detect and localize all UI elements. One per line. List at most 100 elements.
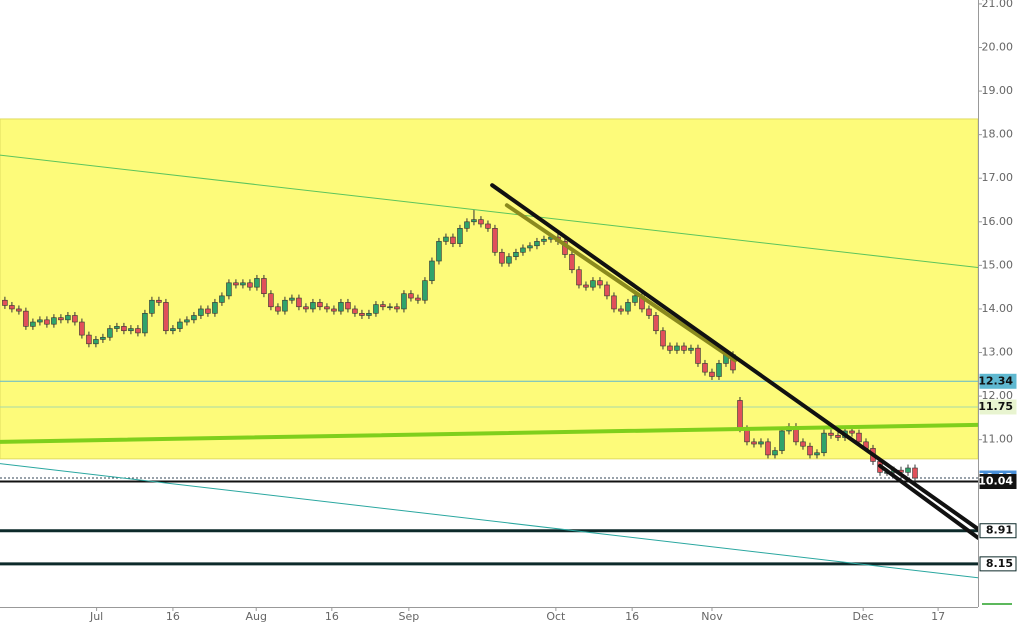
candle-body <box>702 363 708 373</box>
candle-body <box>268 293 274 308</box>
candle-body <box>800 441 806 447</box>
candle-body <box>212 302 218 314</box>
candle-body <box>205 308 211 314</box>
candle-body <box>324 306 330 310</box>
candle-body <box>541 238 547 242</box>
candle-body <box>331 308 337 312</box>
plot-content <box>0 118 978 579</box>
x-tick-label: Dec <box>853 610 874 623</box>
candle-body <box>93 339 99 345</box>
zone <box>0 118 978 460</box>
candle-body <box>779 430 785 451</box>
candle-body <box>156 299 162 303</box>
candle-body <box>520 247 526 253</box>
candle-body <box>121 326 127 332</box>
candle-body <box>317 302 323 308</box>
candle-body <box>79 321 85 336</box>
level-label-box <box>979 474 1017 490</box>
y-tick-label: 12.00 <box>982 389 1014 402</box>
candle-body <box>163 302 169 332</box>
candle-body <box>170 328 176 332</box>
candle-body <box>814 452 820 456</box>
candle-body <box>219 295 225 303</box>
candle-body <box>86 334 92 345</box>
candle-body <box>849 430 855 434</box>
candle-body <box>408 293 414 299</box>
candle-body <box>72 315 78 323</box>
candle-body <box>835 435 841 438</box>
y-tick-label: 21.00 <box>982 0 1014 10</box>
candle-body <box>100 336 106 340</box>
candle-body <box>457 228 463 244</box>
level-label: 12.34 <box>978 374 1013 387</box>
level-label-box <box>979 523 1017 539</box>
candle-body <box>2 299 8 306</box>
candle-body <box>282 299 288 312</box>
candle-body <box>226 282 232 297</box>
candle-body <box>177 321 183 329</box>
level-label-box <box>979 373 1017 389</box>
x-tick-label: Nov <box>701 610 723 623</box>
candle-body <box>16 308 22 312</box>
level-label: 10.04 <box>978 475 1013 488</box>
candle-body <box>296 297 302 308</box>
level-label: 8.15 <box>986 557 1013 570</box>
candle-body <box>604 284 610 297</box>
trendline <box>0 422 978 444</box>
candle-body <box>618 308 624 312</box>
candle-body <box>58 317 64 321</box>
candle-body <box>695 347 701 364</box>
y-tick-label: 18.00 <box>982 128 1014 141</box>
candle-body <box>674 345 680 351</box>
candle-body <box>422 280 428 301</box>
candle-body <box>198 308 204 316</box>
x-tick-label: Sep <box>398 610 419 623</box>
x-tick-label: 16 <box>166 610 180 623</box>
candle-body <box>65 315 71 321</box>
candle-body <box>807 445 813 456</box>
candle-body <box>660 330 666 347</box>
candle-body <box>667 345 673 351</box>
x-tick-label: Jul <box>89 610 103 623</box>
candle-body <box>513 251 519 257</box>
candle-body <box>716 363 722 377</box>
candle-body <box>772 450 778 456</box>
level-label-box <box>979 399 1017 415</box>
candle-body <box>261 278 267 294</box>
candle-body <box>415 297 421 301</box>
plot-area <box>0 118 978 579</box>
x-tick-label: Oct <box>546 610 566 623</box>
candle-body <box>436 241 442 262</box>
candle-body <box>471 219 477 223</box>
candle-body <box>597 280 603 286</box>
candle-body <box>373 304 379 314</box>
candle-body <box>366 313 372 316</box>
candle-body <box>51 317 57 325</box>
candle-body <box>184 319 190 323</box>
candle-body <box>681 345 687 351</box>
candle-body <box>233 282 239 286</box>
candle-body <box>107 328 113 338</box>
candle-body <box>9 305 15 310</box>
candle-body <box>464 221 470 229</box>
candle-body <box>499 251 505 264</box>
candle-body <box>478 219 484 225</box>
candle-body <box>912 467 918 479</box>
candle-body <box>303 306 309 310</box>
candle-body <box>709 371 715 377</box>
candle-body <box>380 304 386 308</box>
y-tick-label: 17.00 <box>982 171 1014 184</box>
x-tick-label: 16 <box>625 610 639 623</box>
trendline <box>504 203 738 363</box>
y-tick-label: 16.00 <box>982 215 1014 228</box>
candle-body <box>37 319 43 323</box>
y-tick-label: 20.00 <box>982 40 1014 53</box>
y-tick-label: 19.00 <box>982 84 1014 97</box>
candle-body <box>534 241 540 247</box>
candle-body <box>576 269 582 286</box>
trendline <box>877 463 978 540</box>
candle-body <box>401 293 407 310</box>
x-tick-label: 16 <box>325 610 339 623</box>
level-label-box <box>979 556 1017 572</box>
